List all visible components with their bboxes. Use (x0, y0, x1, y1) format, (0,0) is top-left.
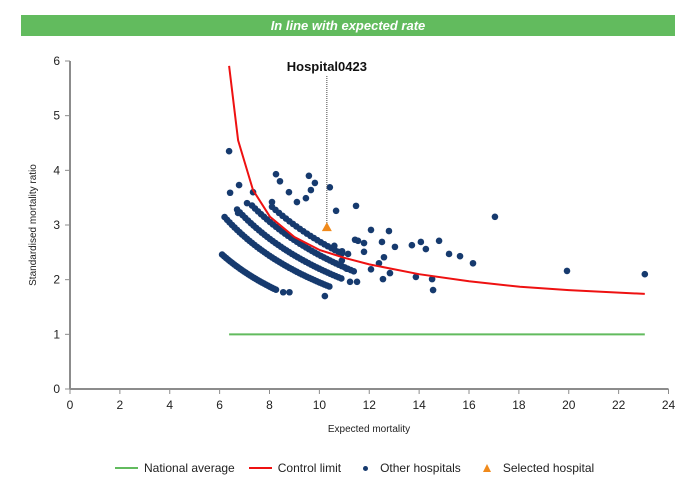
legend: National average Control limit Other hos… (115, 459, 608, 477)
hospital-point[interactable] (417, 238, 425, 246)
y-tick-label: 4 (53, 163, 60, 177)
hospital-point[interactable] (343, 265, 351, 273)
hospital-point[interactable] (268, 198, 276, 206)
x-tick-label: 22 (612, 398, 626, 412)
hospital-point[interactable] (412, 273, 420, 281)
hospital-point[interactable] (235, 181, 243, 189)
hospital-point[interactable] (367, 226, 375, 234)
circle-icon (363, 465, 369, 471)
y-tick-label: 3 (53, 218, 60, 232)
x-tick-label: 24 (662, 398, 676, 412)
legend-label: National average (144, 461, 235, 475)
selected-hospital-label: Hospital0423 (287, 59, 367, 74)
legend-label: Control limit (277, 461, 342, 475)
legend-control-limit[interactable]: Control limit (248, 461, 342, 475)
x-tick-label: 18 (512, 398, 526, 412)
hospital-point[interactable] (346, 278, 354, 286)
hospital-point[interactable] (332, 207, 340, 215)
hospital-point[interactable] (321, 292, 329, 300)
hospital-point[interactable] (286, 288, 293, 296)
hospital-point[interactable] (391, 243, 399, 251)
y-axis-title: Standardised mortality ratio (28, 164, 39, 286)
x-tick-label: 8 (266, 398, 273, 412)
hospital-point[interactable] (360, 239, 368, 247)
legend-selected-hospital[interactable]: Selected hospital (475, 461, 594, 475)
hospital-point[interactable] (491, 213, 499, 221)
legend-label: Other hospitals (380, 461, 461, 475)
hospital-point[interactable] (379, 275, 387, 283)
hospital-point[interactable] (326, 183, 334, 191)
hospital-point[interactable] (408, 241, 416, 249)
hospital-point[interactable] (456, 252, 464, 260)
hospital-point[interactable] (344, 250, 352, 258)
x-tick-label: 2 (117, 398, 124, 412)
hospital-point[interactable] (272, 286, 280, 294)
selected-hospital-marker[interactable] (321, 222, 332, 232)
x-tick-label: 10 (313, 398, 327, 412)
hospital-point[interactable] (378, 238, 386, 246)
hospital-point[interactable] (285, 188, 293, 196)
hospital-point[interactable] (641, 270, 649, 278)
hospital-point[interactable] (338, 257, 346, 264)
hospital-point[interactable] (311, 179, 319, 187)
hospital-point[interactable] (272, 170, 280, 178)
x-tick-label: 0 (67, 398, 74, 412)
hospital-point[interactable] (385, 227, 393, 235)
x-tick-label: 12 (363, 398, 377, 412)
hospital-point[interactable] (435, 237, 443, 245)
y-tick-label: 2 (53, 273, 60, 287)
other-hospitals-series (218, 147, 649, 300)
hospital-point[interactable] (353, 278, 361, 286)
y-tick-label: 6 (53, 54, 60, 68)
national-average-swatch (115, 467, 138, 469)
hospital-point[interactable] (367, 265, 375, 273)
hospital-point[interactable] (338, 247, 346, 255)
y-tick-label: 1 (53, 327, 60, 341)
x-tick-label: 6 (216, 398, 223, 412)
y-tick-label: 5 (53, 109, 60, 123)
hospital-point[interactable] (234, 209, 242, 217)
hospital-point[interactable] (326, 283, 333, 290)
x-axis-title: Expected mortality (328, 424, 410, 435)
status-banner: In line with expected rate (21, 15, 675, 36)
hospital-point[interactable] (375, 259, 383, 267)
hospital-point[interactable] (422, 245, 430, 253)
hospital-point[interactable] (352, 202, 360, 210)
hospital-point[interactable] (350, 268, 358, 275)
x-tick-label: 16 (462, 398, 476, 412)
hospital-point[interactable] (338, 275, 345, 282)
control-limit-swatch (248, 467, 272, 469)
hospital-point[interactable] (302, 194, 310, 202)
hospital-point[interactable] (305, 172, 313, 180)
hospital-point[interactable] (276, 177, 284, 185)
hospital-point[interactable] (354, 237, 362, 245)
hospital-point[interactable] (469, 259, 477, 267)
hospital-point[interactable] (386, 269, 394, 277)
hospital-point[interactable] (563, 267, 571, 275)
x-tick-label: 14 (412, 398, 426, 412)
hospital-point[interactable] (279, 288, 287, 296)
hospital-point[interactable] (293, 198, 301, 206)
hospital-point[interactable] (429, 286, 437, 294)
hospital-point[interactable] (243, 199, 251, 207)
legend-label: Selected hospital (502, 461, 595, 475)
x-tick-label: 20 (562, 398, 576, 412)
hospital-point[interactable] (360, 248, 368, 256)
hospital-point[interactable] (445, 250, 453, 258)
hospital-point[interactable] (428, 275, 436, 283)
hospital-point[interactable] (331, 242, 338, 250)
hospital-point[interactable] (226, 189, 234, 197)
legend-national-average[interactable]: National average (115, 461, 235, 475)
hospital-point[interactable] (307, 186, 315, 194)
y-tick-label: 0 (53, 382, 60, 396)
x-tick-label: 4 (166, 398, 173, 412)
control-limit-line (228, 65, 645, 295)
legend-other-hospitals[interactable]: Other hospitals (355, 461, 461, 475)
hospital-point[interactable] (380, 253, 388, 261)
hospital-point[interactable] (225, 147, 233, 155)
triangle-icon (482, 464, 491, 472)
